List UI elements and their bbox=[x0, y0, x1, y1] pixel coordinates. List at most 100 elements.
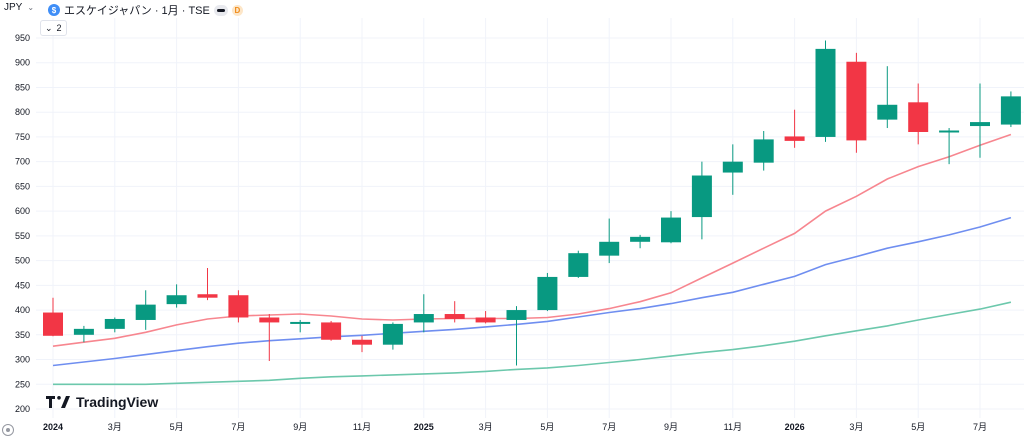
candle-body-down bbox=[444, 314, 465, 319]
candle bbox=[43, 297, 63, 337]
candle bbox=[846, 52, 867, 153]
candle bbox=[908, 83, 929, 145]
candle bbox=[630, 234, 651, 249]
candle-body-up bbox=[815, 48, 836, 137]
top-bar: JPY ⌄ $ エスケイジャパン · 1月 · TSE D bbox=[0, 0, 1024, 18]
candle bbox=[537, 272, 558, 312]
candle-body-up bbox=[599, 241, 620, 256]
candle-body-up bbox=[970, 122, 990, 127]
y-tick-label: 350 bbox=[15, 330, 30, 340]
x-tick-label: 3月 bbox=[479, 422, 493, 432]
candle bbox=[228, 290, 249, 323]
candle bbox=[444, 301, 465, 323]
candle bbox=[259, 314, 280, 362]
chevron-down-icon: ⌄ bbox=[45, 22, 53, 33]
candle-body-up bbox=[382, 323, 403, 345]
candle-body-down bbox=[228, 295, 249, 318]
candle bbox=[352, 335, 372, 353]
candle bbox=[691, 161, 712, 240]
minus-icon bbox=[216, 8, 225, 12]
tradingview-logo: TradingView bbox=[46, 394, 158, 410]
candle-body-up bbox=[1000, 96, 1021, 125]
x-tick-label: 11月 bbox=[353, 422, 371, 432]
x-axis: 2024 3月 5月 7月 9月 11月 2025 3月 5月 7月 9月 11月 2026 3月 5月 7月 bbox=[43, 422, 987, 432]
d-badge: D bbox=[231, 4, 243, 16]
candle bbox=[321, 320, 342, 341]
candle bbox=[815, 40, 836, 142]
x-tick-label: 9月 bbox=[293, 422, 307, 432]
candle bbox=[877, 66, 898, 129]
candle-body-up bbox=[722, 161, 743, 173]
y-tick-label: 400 bbox=[15, 305, 30, 315]
x-tick-label: 3月 bbox=[108, 422, 122, 432]
moving-average-lines bbox=[52, 133, 1012, 386]
candle-body-up bbox=[104, 318, 125, 329]
candle-body-up bbox=[166, 295, 187, 305]
candle-body-up bbox=[568, 253, 589, 277]
tradingview-logo-text: TradingView bbox=[76, 394, 159, 410]
y-tick-label: 200 bbox=[15, 404, 30, 414]
candle-body-up bbox=[290, 321, 311, 324]
candle bbox=[475, 311, 496, 324]
candle bbox=[197, 268, 218, 301]
candle-body-up bbox=[753, 139, 774, 163]
x-tick-label: 7月 bbox=[973, 422, 987, 432]
y-tick-label: 250 bbox=[15, 379, 30, 389]
x-tick-label: 5月 bbox=[170, 422, 184, 432]
candle bbox=[382, 322, 403, 350]
candle-body-up bbox=[135, 304, 156, 320]
y-tick-label: 700 bbox=[15, 157, 30, 167]
candle-body-down bbox=[43, 312, 63, 336]
candle bbox=[661, 211, 681, 244]
candle bbox=[413, 294, 434, 333]
x-tick-label: 2024 bbox=[43, 422, 63, 432]
ma-line-2 bbox=[52, 216, 1012, 367]
candle-body-down bbox=[908, 102, 929, 132]
candle bbox=[753, 130, 774, 171]
symbol-logo-icon: $ bbox=[48, 4, 60, 16]
candle bbox=[166, 284, 187, 308]
candle-body-up bbox=[413, 314, 434, 323]
candle-body-down bbox=[321, 322, 342, 340]
candle-body-up bbox=[537, 276, 558, 311]
y-tick-label: 950 bbox=[15, 33, 30, 43]
settings-gear-icon[interactable] bbox=[2, 424, 14, 436]
x-tick-label: 11月 bbox=[724, 422, 742, 432]
y-tick-label: 300 bbox=[15, 355, 30, 365]
candle bbox=[599, 218, 620, 264]
currency-selector[interactable]: JPY ⌄ bbox=[4, 2, 34, 13]
y-axis: 200 250 300 350 400 450 500 550 600 650 700 750 800 8… bbox=[15, 33, 30, 414]
y-tick-label: 900 bbox=[15, 58, 30, 68]
y-tick-label: 650 bbox=[15, 181, 30, 191]
candle-body-up bbox=[630, 236, 651, 242]
x-tick-label: 5月 bbox=[911, 422, 925, 432]
y-tick-label: 800 bbox=[15, 107, 30, 117]
candle-body-down bbox=[259, 317, 280, 323]
x-tick-label: 3月 bbox=[849, 422, 863, 432]
y-tick-label: 450 bbox=[15, 280, 30, 290]
x-tick-label: 5月 bbox=[540, 422, 554, 432]
candle-body-down bbox=[846, 61, 867, 141]
symbol-title-text: エスケイジャパン · 1月 · TSE bbox=[64, 5, 210, 17]
candle bbox=[104, 317, 125, 333]
y-tick-label: 600 bbox=[15, 206, 30, 216]
x-tick-label: 9月 bbox=[664, 422, 678, 432]
x-tick-label: 2026 bbox=[785, 422, 805, 432]
chart-grid bbox=[36, 18, 1024, 418]
indicator-toggle[interactable]: ⌄ 2 bbox=[40, 20, 67, 36]
candle-body-up bbox=[939, 130, 960, 133]
y-tick-label: 500 bbox=[15, 256, 30, 266]
currency-label: JPY bbox=[4, 2, 23, 13]
y-tick-label: 550 bbox=[15, 231, 30, 241]
status-pill bbox=[213, 4, 228, 16]
y-tick-label: 850 bbox=[15, 82, 30, 92]
chevron-down-icon: ⌄ bbox=[27, 3, 35, 12]
candle-body-down bbox=[784, 136, 805, 141]
candle bbox=[73, 325, 94, 343]
candle-body-up bbox=[691, 175, 712, 218]
symbol-title[interactable]: $ エスケイジャパン · 1月 · TSE D bbox=[48, 2, 243, 18]
candle bbox=[970, 83, 990, 158]
candle-body-up bbox=[73, 328, 94, 335]
y-tick-label: 750 bbox=[15, 132, 30, 142]
